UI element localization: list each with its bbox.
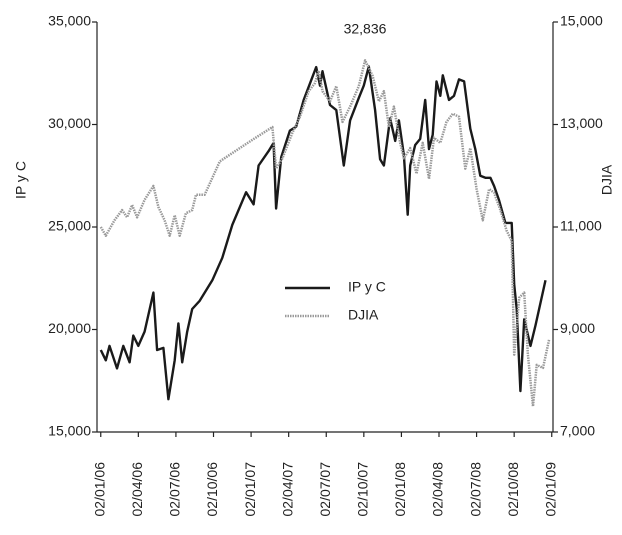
y-tick-label: 30,000 — [48, 115, 91, 131]
x-tick-label: 02/07/08 — [467, 462, 483, 517]
peak-annotation: 32,836 — [344, 21, 387, 37]
y2-axis-title: DJIA — [599, 164, 615, 195]
x-tick-label: 02/04/08 — [430, 462, 446, 517]
x-tick-label: 02/04/06 — [129, 462, 145, 517]
y2-tick-label: 15,000 — [560, 13, 603, 29]
y2-tick-label: 9,000 — [560, 320, 595, 336]
x-tick-label: 02/01/08 — [392, 462, 408, 517]
y-axis-title: IP y C — [13, 161, 29, 199]
y2-tick-label: 13,000 — [560, 115, 603, 131]
x-tick-label: 02/10/08 — [505, 462, 521, 517]
y-tick-label: 15,000 — [48, 423, 91, 439]
x-tick-label: 02/07/06 — [167, 462, 183, 517]
y-tick-label: 25,000 — [48, 218, 91, 234]
x-tick-label: 02/07/07 — [317, 462, 333, 517]
series-line — [99, 65, 547, 401]
x-tick-label: 02/01/06 — [91, 462, 107, 517]
series-line — [99, 59, 551, 408]
x-tick-label: 02/10/06 — [204, 462, 220, 517]
x-tick-label: 02/10/07 — [355, 462, 371, 517]
x-tick-label: 02/01/09 — [542, 462, 558, 517]
y2-tick-label: 7,000 — [560, 423, 595, 439]
y-tick-label: 20,000 — [48, 320, 91, 336]
legend-label: DJIA — [348, 307, 379, 323]
y2-tick-label: 11,000 — [560, 218, 602, 234]
x-tick-label: 02/01/07 — [242, 462, 258, 517]
y-tick-label: 35,000 — [48, 13, 91, 29]
x-tick-label: 02/04/07 — [279, 462, 295, 517]
legend-label: IP y C — [348, 279, 386, 295]
